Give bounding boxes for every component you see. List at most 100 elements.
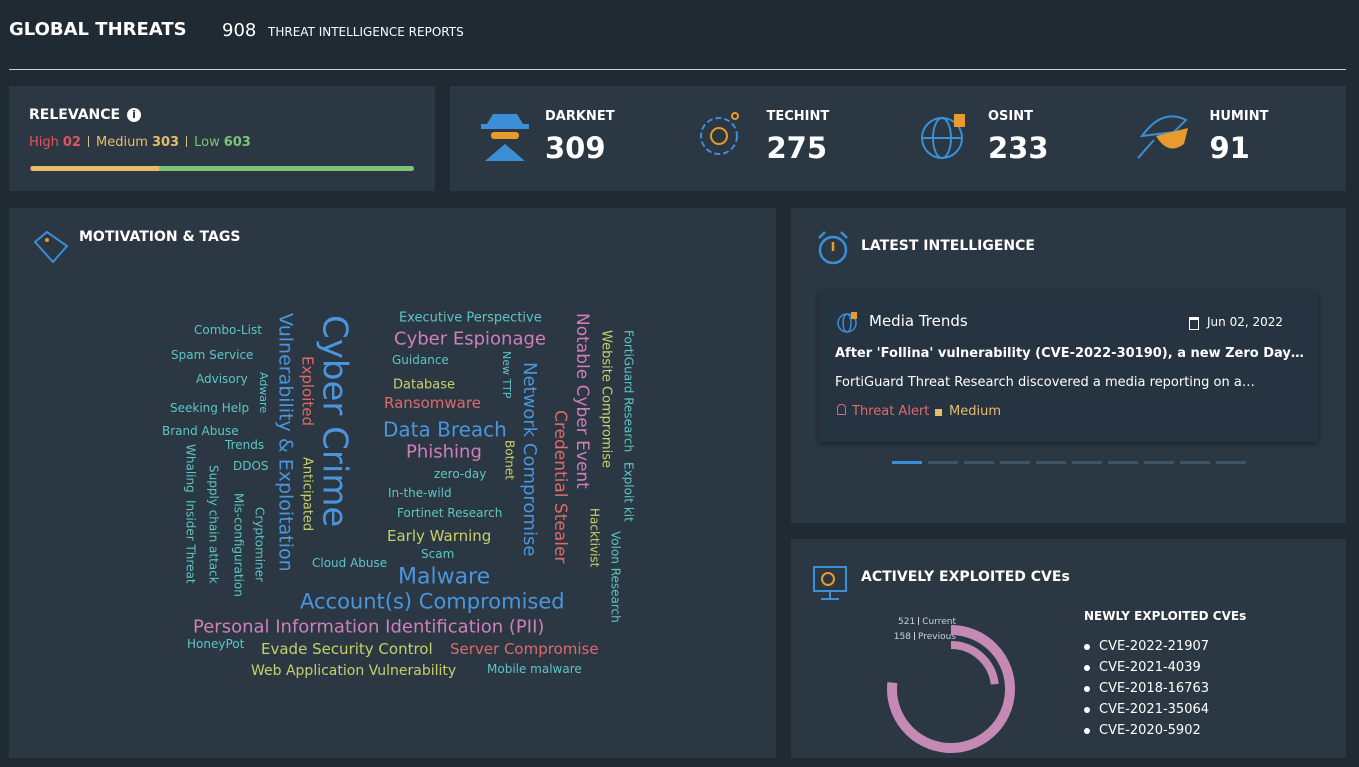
tag-word: Personal Information Identification (PII… [193,616,544,637]
cve-list-title: NEWLY EXPLOITED CVEs [1084,609,1247,623]
pager-dot [1072,461,1102,464]
tag-word: Credential Stealer [550,410,570,563]
tag-word: Web Application Vulnerability [251,663,456,679]
source-value: 233 [988,131,1049,165]
sources-panel: DARKNET 309 TECHINT 275 OSINT 233 HUMINT 91 [450,86,1346,191]
intel-card[interactable]: Media Trends Jun 02, 2022 After 'Follina… [819,292,1318,442]
darknet-icon [481,114,529,161]
source-value: 275 [766,131,828,165]
tag-word: Malware [398,565,490,590]
pager-dot [1036,461,1066,464]
cve-panel: ACTIVELY EXPLOITED CVEs 521 Current 158 Pr… [791,539,1346,758]
cve-item: CVE-2021-35064 [1099,702,1210,717]
bell-icon [837,404,846,415]
tag-word: Notable Cyber Event [572,313,592,489]
tag-word: Exploit kit [622,462,636,522]
tag-word: Early Warning [387,527,491,545]
relevance-title: RELEVANCE [29,107,121,123]
source-name: TECHINT [766,109,830,124]
techint-icon [700,112,739,155]
pager-dot [928,461,958,464]
motivation-title: MOTIVATION & TAGS [79,229,241,245]
tag-word: Adware [257,372,270,413]
card-source: Media Trends [869,312,968,330]
osint-icon [921,114,965,159]
tag-word: Advisory [196,372,248,386]
tag-word: Mis-configuration [232,493,246,597]
tag-word: DDOS [233,459,269,473]
pager [892,461,1246,464]
tag-word: Database [393,377,455,392]
current-value: 521 [898,617,916,627]
previous-arc [950,641,999,685]
tag-word: Volon Research [609,531,623,623]
tag-word: Spam Service [171,348,253,362]
tag-word: Trends [224,438,264,452]
tag-word: Cyber Crime [315,315,355,527]
level-segment [30,166,31,171]
tag-word: In-the-wild [388,486,452,500]
latest-panel: LATEST INTELLIGENCE Media Trends Jun 02,… [791,208,1346,523]
tag-word: HoneyPot [187,637,245,651]
tag-word: Botnet [503,440,517,480]
tag-word: Vulnerability & Exploitation [275,313,297,572]
tag-word: Cryptominer [253,507,267,582]
tag-word: FortiGuard Research [622,330,636,452]
card-severity: Medium [949,404,1001,419]
source-name: HUMINT [1209,109,1269,124]
tag-word: Guidance [392,353,449,367]
pager-dot [1216,461,1246,464]
bullet [1084,644,1090,650]
relevance-panel: RELEVANCE i High 02 Medium 303 Low 603 [9,86,435,191]
bullet [1084,728,1090,734]
tag-word: Website Compromise [599,330,614,468]
tag-word: New TTP [500,351,513,399]
tag-word: Whaling [184,444,198,493]
card-summary: FortiGuard Threat Research discovered a … [835,375,1255,390]
tag-word: Fortinet Research [397,506,502,520]
current-name: Current [922,617,956,627]
cve-donut [887,625,1015,753]
previous-name: Previous [917,632,956,642]
separator [186,136,188,147]
tag-word: Evade Security Control [261,640,433,658]
bullet [1084,707,1090,713]
calendar-icon [1189,317,1199,330]
source-value: 309 [545,131,606,165]
tag-word: Anticipated [300,457,315,531]
level-name: Medium [95,135,148,150]
tag-word: Insider Threat [184,500,198,584]
cve-item: CVE-2018-16763 [1099,681,1210,696]
relevance-bar [30,166,414,171]
source-icon [837,312,857,333]
tag-word: Cyber Espionage [394,328,546,349]
tag-word: Brand Abuse [162,424,239,438]
current-label: 521 Current [871,617,956,627]
level-segment [30,166,159,171]
report-count: 908 [222,20,257,41]
info-icon[interactable]: i [127,108,141,122]
pager-dot [1108,461,1138,464]
relevance-levels: High 02 Medium 303 Low 603 [29,135,251,150]
cve-title: ACTIVELY EXPLOITED CVEs [861,569,1070,585]
card-headline: After 'Follina' vulnerability (CVE-2022-… [835,346,1304,361]
bullet [1084,686,1090,692]
level-value: 603 [223,135,251,150]
source-value: 91 [1209,131,1250,165]
previous-value: 158 [893,632,911,642]
level-name: Low [194,135,220,150]
tag-word: Network Compromise [519,362,540,556]
humint-icon [1137,115,1188,159]
page-title: GLOBAL THREATS [9,19,187,40]
divider [9,69,1346,70]
word-cloud: Executive Perspective Combo-List Cyber Esp… [162,310,636,679]
tag-word: Cloud Abuse [312,556,387,570]
tag-word: Combo-List [194,323,262,337]
tag-word: Seeking Help [170,401,249,415]
pager-dot [892,461,922,464]
tag-word: zero-day [434,467,486,481]
alarm-icon [818,231,848,265]
source-name: DARKNET [545,109,615,124]
report-label: THREAT INTELLIGENCE REPORTS [268,25,464,39]
